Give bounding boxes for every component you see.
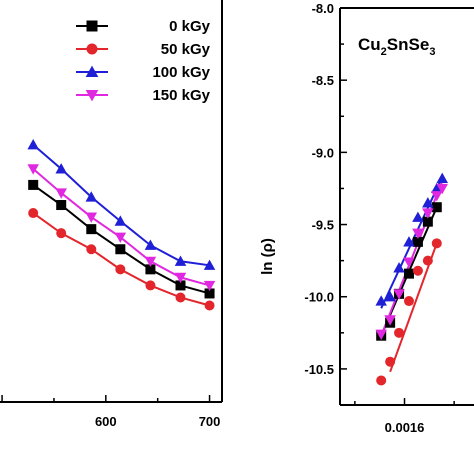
right-chart-panel: -8.0 -8.5 -9.0 -9.5 -10.0 -10.5 0.0016 ln (ρ) Cu… <box>259 1 474 435</box>
left-point-150-kgy <box>114 232 127 243</box>
left-point-50-kgy <box>28 208 39 219</box>
right-y-tick-label: -9.5 <box>312 218 334 233</box>
right-point-100-kgy <box>412 211 424 222</box>
left-point-150-kgy <box>55 188 67 199</box>
left-x-tick-label: 600 <box>95 414 117 429</box>
left-chart-panel: 600 700 0 kGy 50 kGy 100 kGy 150 kGy <box>0 0 223 429</box>
formula-text: SnSe <box>387 35 430 54</box>
left-x-tick-label: 700 <box>199 414 221 429</box>
left-point-0-kgy <box>115 244 126 255</box>
right-point-50-kgy <box>431 238 442 249</box>
right-y-tick-label: -10.5 <box>304 362 334 377</box>
right-y-tick-label: -8.0 <box>312 1 334 16</box>
left-point-0-kgy <box>86 224 97 235</box>
right-point-50-kgy <box>403 296 414 307</box>
right-point-150-kgy <box>393 289 405 300</box>
formula-annotation: Cu2SnSe3 <box>358 35 435 58</box>
right-point-150-kgy <box>412 228 424 239</box>
left-point-100-kgy <box>203 259 216 270</box>
right-point-50-kgy <box>385 356 396 367</box>
right-point-50-kgy <box>394 327 405 338</box>
legend-marker-150-kgy <box>85 89 99 102</box>
right-y-tick-label: -9.0 <box>312 145 334 160</box>
legend-marker-100-kgy <box>85 65 99 78</box>
right-y-tick-label: -10.0 <box>304 290 334 305</box>
legend-label-50-kgy: 50 kGy <box>161 41 211 58</box>
left-point-50-kgy <box>56 228 67 239</box>
left-point-50-kgy <box>175 292 186 303</box>
right-point-100-kgy <box>422 197 434 208</box>
right-point-100-kgy <box>393 262 405 273</box>
right-point-150-kgy <box>422 208 434 219</box>
right-point-100-kgy <box>384 290 396 302</box>
left-point-150-kgy <box>174 272 187 284</box>
right-y-tick-label: -8.5 <box>312 73 334 88</box>
left-point-0-kgy <box>145 264 156 275</box>
right-point-0-kgy <box>412 236 423 247</box>
legend-label-100-kgy: 100 kGy <box>152 64 210 81</box>
left-point-150-kgy <box>203 280 216 292</box>
legend-label-150-kgy: 150 kGy <box>152 87 210 104</box>
right-point-50-kgy <box>422 255 433 266</box>
left-point-100-kgy <box>144 239 157 250</box>
left-point-150-kgy <box>27 164 39 175</box>
left-point-100-kgy <box>85 191 98 202</box>
left-point-0-kgy <box>28 179 39 190</box>
right-point-150-kgy <box>384 315 396 326</box>
left-point-150-kgy <box>85 212 98 223</box>
formula-subscript: 2 <box>381 46 387 58</box>
right-point-100-kgy <box>431 182 443 194</box>
right-point-100-kgy <box>403 236 415 247</box>
right-point-150-kgy <box>375 329 387 341</box>
left-point-50-kgy <box>115 264 126 275</box>
left-point-0-kgy <box>175 280 186 291</box>
left-point-100-kgy <box>55 163 67 174</box>
left-series-line-50-kgy <box>32 212 210 307</box>
right-point-100-kgy <box>375 295 387 306</box>
right-point-0-kgy <box>403 268 414 279</box>
legend-label-0-kgy: 0 kGy <box>169 18 211 35</box>
right-y-axis-title: ln (ρ) <box>259 238 276 275</box>
right-point-0-kgy <box>431 202 442 213</box>
right-point-50-kgy <box>412 265 423 276</box>
left-point-100-kgy <box>114 215 127 226</box>
right-point-150-kgy <box>403 257 415 268</box>
legend-marker-50-kgy <box>86 43 98 55</box>
right-point-100-kgy <box>436 172 448 183</box>
formula-text: Cu <box>358 35 381 54</box>
right-x-tick-label: 0.0016 <box>385 420 425 435</box>
right-point-0-kgy <box>422 216 433 227</box>
left-point-0-kgy <box>56 200 67 211</box>
right-point-150-kgy <box>431 191 443 202</box>
left-point-0-kgy <box>204 288 215 299</box>
left-point-50-kgy <box>86 244 97 255</box>
left-point-100-kgy <box>174 255 187 266</box>
right-point-150-kgy <box>436 183 448 195</box>
legend-marker-0-kgy <box>86 20 98 32</box>
left-point-50-kgy <box>204 300 215 311</box>
left-point-50-kgy <box>145 280 156 291</box>
left-point-150-kgy <box>144 256 157 268</box>
right-point-50-kgy <box>376 375 387 386</box>
formula-subscript: 3 <box>429 46 435 58</box>
left-point-100-kgy <box>27 138 39 150</box>
